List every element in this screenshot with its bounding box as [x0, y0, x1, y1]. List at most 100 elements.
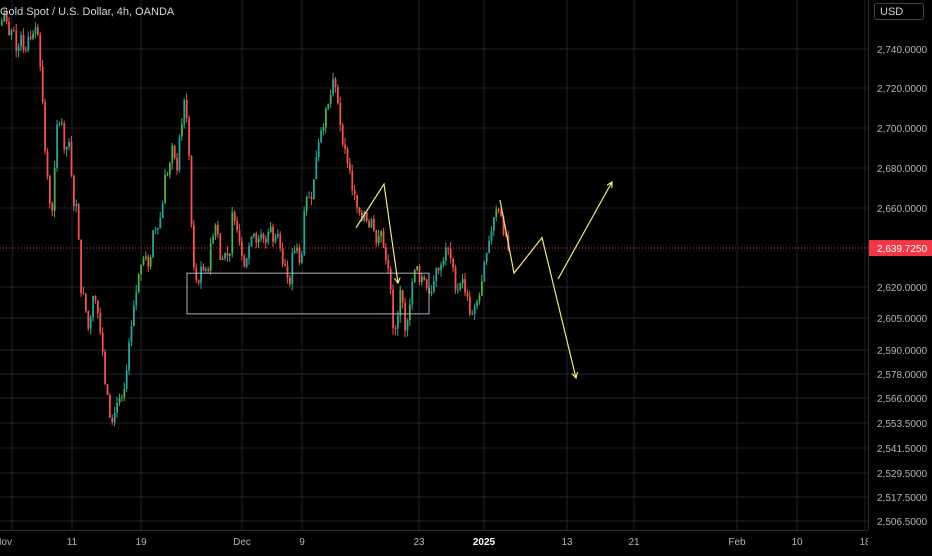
candle-body: [183, 100, 186, 125]
candle-body: [82, 293, 85, 295]
time-axis[interactable]: Nov 11 19 Dec 9 23 2025 13 21 Feb 10 18: [0, 530, 871, 551]
candle-body: [394, 327, 397, 329]
candle-body: [250, 236, 253, 247]
projection-path-down[interactable]: [499, 199, 577, 379]
candle-body: [490, 230, 493, 241]
candle-body: [205, 269, 207, 271]
candle-body: [327, 103, 330, 110]
candle-body: [478, 295, 481, 302]
candle-body: [147, 256, 150, 267]
price-tick-label: 2,553.5000: [877, 419, 927, 430]
projection-path-up[interactable]: [557, 181, 613, 280]
candle-body: [85, 293, 87, 311]
candle-body: [308, 197, 310, 199]
candle-body: [423, 276, 426, 280]
candle-body: [293, 251, 296, 253]
candle-body: [13, 30, 15, 32]
candle-body: [481, 281, 483, 296]
candle-body: [128, 342, 130, 371]
candle-body: [101, 332, 104, 352]
candle-body: [389, 268, 392, 290]
candle-body: [401, 290, 404, 303]
arrow-head-icon: [571, 372, 579, 380]
candle-body: [181, 124, 183, 137]
candle-body: [452, 258, 454, 268]
chart-title: Gold Spot / U.S. Dollar, 4h, OANDA: [0, 6, 175, 18]
price-tick-label: 2,620.0000: [877, 283, 927, 294]
price-tick-label: 2,590.0000: [877, 346, 927, 357]
candle-body: [471, 313, 474, 315]
price-tick-label: 2,578.0000: [877, 370, 927, 381]
candle-body: [466, 292, 469, 297]
candle-body: [39, 34, 42, 67]
projection-path-mid[interactable]: [355, 182, 399, 284]
candle-body: [459, 283, 462, 290]
price-tick-label: 2,700.0000: [877, 124, 927, 135]
candle-body: [344, 144, 346, 149]
price-chart[interactable]: [0, 0, 868, 530]
candle-body: [341, 124, 344, 145]
candle-body: [125, 370, 128, 389]
price-tick-label: 2,680.0000: [877, 164, 927, 175]
candle-body: [133, 305, 135, 326]
candle-body: [176, 158, 178, 171]
candle-body: [370, 219, 373, 228]
candle-body: [231, 212, 234, 254]
candle-body: [171, 145, 174, 164]
candle-body: [322, 127, 325, 131]
time-tick-label: Dec: [233, 537, 251, 548]
candle-body: [41, 66, 44, 103]
candle-body: [161, 203, 164, 219]
candle-body: [224, 253, 226, 259]
candle-body: [212, 236, 214, 244]
candle-body: [152, 230, 154, 258]
candle-body: [317, 142, 320, 158]
time-axis-labels: Nov 11 19 Dec 9 23 2025 13 21 Feb 10 18: [0, 537, 871, 548]
candle-body: [253, 233, 255, 237]
candle-body: [25, 49, 27, 51]
candle-body: [269, 226, 272, 233]
candle-body: [209, 243, 212, 271]
candle-body: [20, 35, 22, 47]
candle-body: [272, 226, 274, 242]
candle-body: [70, 142, 73, 176]
candle-body: [32, 33, 34, 39]
candle-body: [241, 241, 243, 256]
candle-body: [229, 253, 231, 256]
candle-body: [461, 279, 464, 284]
candle-body: [159, 218, 162, 228]
candle-body: [349, 163, 351, 171]
currency-button[interactable]: USD: [874, 3, 924, 20]
candle-body: [130, 325, 133, 343]
candle-body: [298, 247, 301, 263]
time-tick-label: Feb: [728, 537, 746, 548]
candle-body: [236, 220, 238, 231]
candle-body: [313, 179, 315, 200]
chart-area[interactable]: Gold Spot / U.S. Dollar, 4h, OANDA: [0, 0, 868, 530]
price-tick-label: 2,506.5000: [877, 517, 927, 528]
price-axis[interactable]: 2,740.0000 2,720.0000 2,700.0000 2,680.0000…: [868, 0, 932, 530]
candle-body: [464, 279, 466, 293]
candle-body: [185, 100, 188, 118]
range-box-drawing[interactable]: [186, 272, 430, 315]
candle-body: [397, 315, 399, 329]
candle-body: [305, 197, 308, 211]
candle-body: [116, 402, 118, 413]
candle-body: [332, 79, 334, 95]
candle-body: [245, 258, 248, 267]
candle-body: [286, 266, 289, 278]
candle-body: [411, 281, 414, 305]
candle-body: [296, 247, 298, 252]
candle-body: [320, 130, 322, 143]
candle-body: [53, 167, 56, 211]
candle-body: [68, 142, 70, 147]
candle-body: [363, 212, 366, 221]
candle-body: [449, 248, 452, 259]
candle-body: [310, 197, 313, 200]
candle-body: [27, 36, 30, 51]
candle-body: [351, 170, 354, 191]
time-tick-label: 10: [791, 537, 803, 548]
candle-body: [202, 266, 205, 271]
candle-body: [476, 301, 478, 307]
price-tick-label: 2,740.0000: [877, 45, 927, 56]
